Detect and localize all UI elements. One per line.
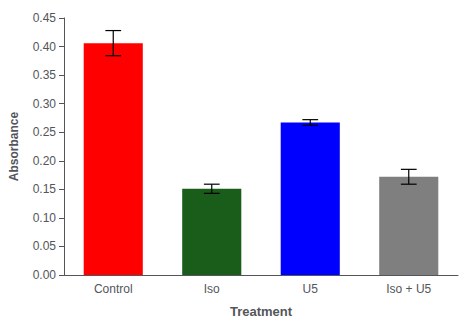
svg-text:0.25: 0.25 <box>33 125 57 139</box>
svg-text:0.05: 0.05 <box>33 239 57 253</box>
svg-text:0.20: 0.20 <box>33 154 57 168</box>
svg-text:Iso: Iso <box>204 282 220 296</box>
svg-text:0.45: 0.45 <box>33 11 57 25</box>
svg-text:U5: U5 <box>303 282 319 296</box>
svg-text:0.10: 0.10 <box>33 211 57 225</box>
svg-text:0.00: 0.00 <box>33 268 57 282</box>
svg-text:0.15: 0.15 <box>33 182 57 196</box>
svg-text:Iso + U5: Iso + U5 <box>386 282 431 296</box>
svg-text:Treatment: Treatment <box>230 304 293 319</box>
svg-text:0.35: 0.35 <box>33 68 57 82</box>
svg-text:0.40: 0.40 <box>33 40 57 54</box>
svg-text:Control: Control <box>94 282 133 296</box>
svg-text:0.30: 0.30 <box>33 97 57 111</box>
svg-text:Absorbance: Absorbance <box>7 112 21 182</box>
